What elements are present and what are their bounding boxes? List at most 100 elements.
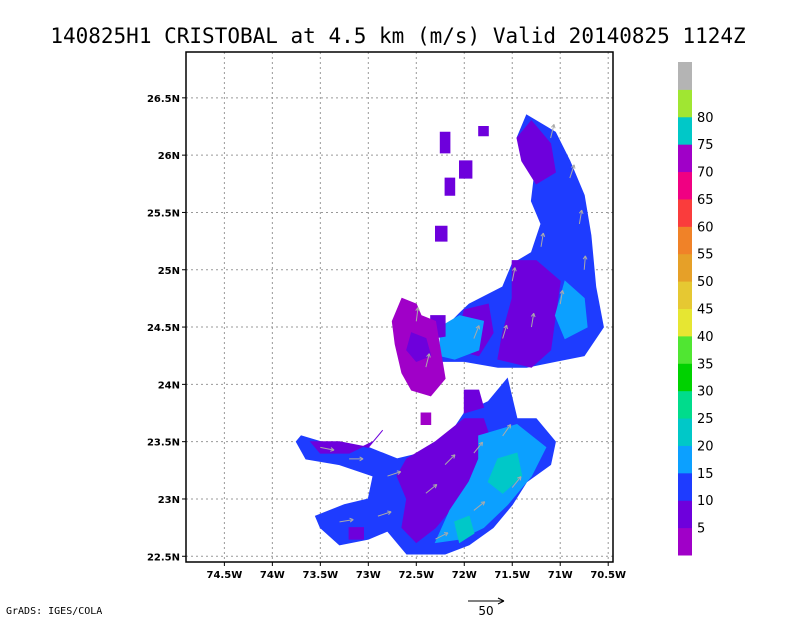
x-tick-label: 73W [356,570,381,581]
speed-region-south-green-2 [454,515,475,544]
chart-title: 140825H1 CRISTOBAL at 4.5 km (m/s) Valid… [50,24,745,48]
wind-vector [569,164,576,179]
speed-region-island-1 [439,131,451,154]
color-bar-labels: 5 10 15 20 25 30 35 40 45 50 55 60 65 70 75 80 [697,111,714,537]
wind-vector [377,510,392,517]
color-bar-label: 65 [697,193,714,208]
wind-vector [473,441,484,454]
color-bar-label: 35 [697,357,714,372]
plot-frame [185,51,614,563]
wind-vector [550,124,556,139]
wind-vector [530,312,536,328]
wind-vector [435,532,449,540]
color-bar-segment [678,445,692,474]
color-bar-segment [678,308,692,337]
speed-region-north-core [497,260,561,368]
color-bar-segment [678,62,692,90]
y-tick-label: 24N [158,380,180,391]
color-bar-label: 25 [697,412,714,427]
color-bar-segment [678,226,692,255]
wind-vector [578,209,584,224]
wind-vector [502,424,512,437]
color-bar-label: 10 [697,494,714,509]
color-bar-label: 45 [697,303,714,318]
speed-region-south-west-speck [348,527,364,540]
color-bar-segment [678,390,692,419]
y-tick-label: 25.5N [147,208,180,219]
speed-region-south-green [487,452,523,494]
color-bar-segment [678,198,692,227]
wind-vector [473,325,481,339]
wind-vector [559,290,565,305]
y-axis-tick-labels: 22.5N 23N 23.5N 24N 24.5N 25N 25.5N 26N 26.5N [147,94,186,563]
color-bar-label: 40 [697,330,714,345]
grads-credit: GrADS: IGES/COLA [6,606,102,617]
color-bar-segment [678,363,692,392]
wind-vector [473,501,486,511]
color-bar-label: 80 [697,111,714,126]
y-tick-label: 24.5N [147,323,180,334]
speed-region-island-5 [435,225,448,242]
y-tick-label: 23N [158,495,180,506]
speed-region-island-4 [444,177,456,196]
y-tick-label: 22.5N [147,552,180,563]
wind-vectors [320,124,588,540]
speed-region-north-arc-inner [516,120,556,185]
wind-vector [339,517,354,523]
color-bar-label: 55 [697,248,714,263]
wind-vector [511,476,522,488]
reference-vector-arrowhead [497,597,505,605]
x-tick-label: 72.5W [398,570,434,581]
wind-vector [387,470,402,477]
x-tick-label: 71W [548,570,573,581]
speed-region-island-2 [478,126,489,137]
color-bar-label: 75 [697,138,714,153]
color-bar-segment [678,472,692,501]
color-bar-segment [678,116,692,145]
speed-region-purple-tail [420,412,432,425]
wind-vector [425,353,431,368]
color-bar-segment [678,500,692,529]
y-tick-label: 26N [158,151,180,162]
speed-region-island-3 [459,160,473,179]
wind-vector [502,324,508,339]
color-bar-segment [678,89,692,118]
color-bar-label: 20 [697,439,714,454]
x-tick-label: 70.5W [590,570,626,581]
wind-vector [444,454,456,465]
color-bar-segment [678,335,692,364]
wind-speed-field [295,114,604,555]
wind-vector [415,307,420,322]
x-tick-label: 72W [452,570,477,581]
wind-vector [582,255,588,270]
y-tick-label: 26.5N [147,94,180,105]
color-bar-label: 5 [697,522,705,537]
color-bar-label: 30 [697,385,714,400]
color-bar-segment [678,171,692,200]
color-bar-segment [678,527,692,556]
color-bar-segment [678,418,692,446]
color-bar [678,62,692,556]
speed-region-south-upper-blue [463,389,485,414]
x-tick-label: 74.5W [207,570,243,581]
y-tick-label: 23.5N [147,438,180,449]
color-bar-label: 50 [697,275,714,290]
wind-vector [349,456,364,462]
color-bar-segment [678,253,692,282]
color-bar-label: 60 [697,220,714,235]
speed-region-south-blue-west [309,429,384,454]
wind-vector [540,232,546,247]
reference-vector: 50 [468,597,505,618]
x-tick-label: 73.5W [302,570,338,581]
x-tick-label: 71.5W [494,570,530,581]
speed-region-north-teal-2 [554,280,588,340]
speed-region-purple-inner [406,332,432,362]
color-bar-label: 15 [697,467,714,482]
color-bar-segment [678,281,692,309]
x-axis-tick-labels: 74.5W 74W 73.5W 73W 72.5W 72W 71.5W 71W 70.5W [207,562,626,581]
color-bar-label: 70 [697,166,714,181]
reference-vector-label: 50 [478,604,493,618]
x-tick-label: 74W [260,570,285,581]
wind-vector [425,483,438,494]
